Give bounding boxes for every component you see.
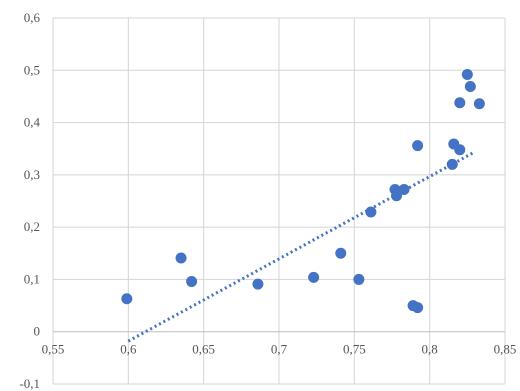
y-tick-label-6: 0,5 [24,62,40,77]
x-tick-label-4: 0,75 [343,342,366,357]
x-tick-label-3: 0,7 [271,342,288,357]
data-point-18 [461,68,473,80]
y-tick-label-5: 0,4 [24,115,41,130]
data-point-16 [454,144,466,156]
y-tick-label-3: 0,2 [24,219,40,234]
data-point-14 [446,158,458,170]
data-point-9 [391,190,403,202]
y-tick-label-0: -0,1 [19,376,40,391]
x-tick-label-2: 0,65 [192,342,215,357]
linear-trendline [127,150,476,343]
data-point-4 [308,271,320,283]
x-tick-label-1: 0,6 [120,342,137,357]
data-point-13 [412,140,424,152]
x-tick-label-0: 0,55 [42,342,65,357]
y-tick-label-7: 0,6 [24,10,41,25]
x-tick-label-6: 0,85 [494,342,517,357]
data-point-10 [398,183,410,195]
points-layer [121,68,485,314]
data-point-2 [186,276,198,288]
data-point-20 [473,98,485,110]
data-point-7 [365,206,377,218]
data-point-17 [454,97,466,109]
data-point-19 [464,80,476,92]
data-point-0 [121,293,133,305]
y-tick-label-4: 0,3 [24,167,40,182]
y-tick-label-1: 0 [34,324,41,339]
grid-layer [52,17,506,385]
tick-labels-layer: -0,1 0 0,1 0,2 0,3 0,4 0,5 0,6 0,55 0,6 0,65 0,7 0,7… [19,10,516,391]
y-tick-label-2: 0,1 [24,271,40,286]
x-tick-label-5: 0,8 [422,342,438,357]
data-point-6 [353,273,365,285]
data-point-1 [175,252,187,264]
data-point-12 [412,302,424,314]
data-point-3 [252,278,264,290]
trendline-layer [127,150,476,343]
data-point-5 [335,247,347,259]
